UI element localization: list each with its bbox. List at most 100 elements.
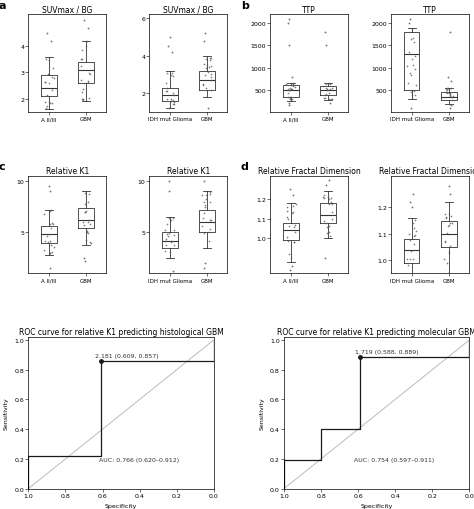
Point: [411, 92, 419, 100]
Point: [444, 87, 451, 95]
Point: [288, 73, 295, 81]
Point: [319, 193, 327, 201]
Point: [200, 82, 207, 90]
Point: [43, 92, 51, 100]
Point: [446, 191, 454, 199]
Point: [47, 38, 55, 46]
Point: [409, 92, 416, 100]
Point: [322, 219, 329, 228]
Title: TTP: TTP: [423, 6, 437, 14]
Point: [322, 42, 329, 50]
Point: [412, 281, 420, 290]
Point: [45, 230, 53, 238]
Point: [447, 213, 455, 221]
Point: [326, 223, 333, 231]
Point: [282, 80, 290, 89]
Point: [325, 201, 332, 209]
X-axis label: Specificity: Specificity: [105, 503, 137, 508]
Point: [446, 221, 453, 230]
Point: [207, 87, 215, 95]
Point: [84, 199, 92, 207]
Point: [284, 20, 292, 28]
Point: [82, 208, 90, 216]
Point: [43, 56, 50, 64]
Point: [289, 96, 296, 104]
Point: [323, 86, 330, 94]
Point: [441, 211, 449, 219]
Point: [198, 191, 206, 200]
Title: Relative K1: Relative K1: [167, 166, 210, 176]
Point: [200, 198, 208, 206]
Point: [201, 38, 208, 46]
Point: [48, 73, 55, 81]
Point: [46, 249, 54, 257]
Point: [291, 238, 298, 246]
Point: [46, 117, 54, 125]
Point: [82, 189, 89, 197]
Point: [325, 176, 333, 184]
Point: [85, 70, 93, 78]
Point: [445, 269, 452, 277]
Point: [204, 105, 212, 113]
Point: [84, 78, 92, 86]
Point: [165, 230, 173, 238]
Point: [206, 56, 214, 65]
Point: [78, 96, 86, 104]
Point: [78, 63, 85, 71]
Point: [442, 214, 450, 222]
Point: [321, 254, 329, 262]
Point: [78, 77, 85, 86]
Point: [44, 232, 51, 240]
Point: [328, 195, 335, 203]
Point: [405, 284, 412, 292]
Point: [446, 211, 453, 219]
Point: [203, 62, 211, 70]
Point: [325, 96, 333, 104]
Point: [319, 194, 327, 203]
Title: Relative Fractal Dimension: Relative Fractal Dimension: [258, 166, 361, 176]
Text: AUC: 0.754 (0.597–0.911): AUC: 0.754 (0.597–0.911): [355, 458, 435, 462]
Point: [328, 209, 336, 217]
Point: [286, 94, 293, 102]
Point: [444, 294, 451, 302]
Point: [163, 88, 171, 96]
Point: [199, 222, 206, 231]
Point: [325, 80, 332, 88]
Point: [169, 101, 176, 109]
Point: [447, 220, 454, 228]
Point: [407, 72, 415, 80]
Point: [290, 238, 298, 246]
Point: [162, 236, 169, 244]
Point: [163, 241, 170, 249]
Point: [81, 222, 88, 230]
Point: [447, 102, 455, 110]
Point: [292, 201, 299, 209]
Point: [79, 56, 86, 64]
Point: [83, 38, 91, 46]
Point: [283, 204, 291, 212]
Point: [450, 93, 457, 101]
Point: [410, 225, 418, 233]
Point: [165, 214, 173, 222]
Point: [328, 96, 336, 104]
Point: [170, 101, 178, 109]
Point: [41, 247, 48, 255]
Point: [286, 42, 293, 50]
Point: [49, 87, 56, 95]
Point: [170, 96, 177, 104]
Point: [323, 230, 331, 238]
Point: [45, 239, 52, 247]
Point: [407, 271, 414, 279]
Point: [206, 229, 213, 237]
Point: [410, 35, 417, 43]
Point: [201, 72, 209, 80]
Text: c: c: [0, 162, 5, 172]
Point: [444, 222, 452, 231]
Point: [407, 89, 414, 97]
Point: [48, 248, 56, 257]
Point: [405, 20, 413, 28]
Point: [320, 191, 328, 200]
Point: [403, 255, 411, 263]
Point: [44, 30, 51, 38]
Point: [327, 86, 334, 94]
